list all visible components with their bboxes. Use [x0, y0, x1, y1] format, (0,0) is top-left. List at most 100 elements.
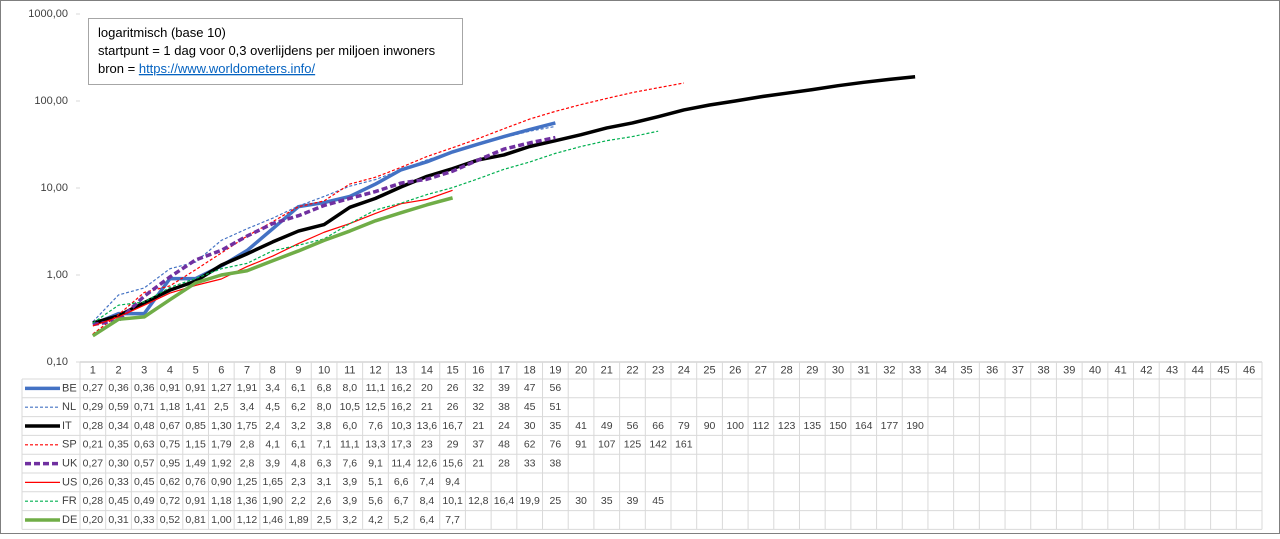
table-value: 10,3	[391, 420, 412, 432]
table-value: 47	[524, 382, 536, 394]
table-value: 9,4	[445, 476, 460, 488]
x-tick-label: 36	[986, 364, 998, 376]
table-value: 0,27	[83, 382, 104, 394]
table-value: 1,41	[185, 401, 206, 413]
x-tick-label: 34	[935, 364, 947, 376]
x-tick-label: 15	[446, 364, 458, 376]
table-value: 0,48	[134, 420, 155, 432]
table-value: 9,1	[368, 457, 383, 469]
table-value: 4,5	[265, 401, 280, 413]
table-value: 12,8	[468, 495, 489, 507]
y-tick-label: 0,10	[47, 356, 68, 368]
x-tick-label: 22	[626, 364, 638, 376]
table-value: 26	[447, 401, 459, 413]
x-tick-label: 4	[167, 364, 173, 376]
table-value: 7,4	[420, 476, 435, 488]
table-value: 5,2	[394, 514, 409, 526]
table-value: 112	[753, 420, 770, 432]
table-value: 13,6	[417, 420, 438, 432]
table-value: 12,5	[365, 401, 386, 413]
x-tick-label: 14	[421, 364, 433, 376]
x-tick-label: 6	[218, 364, 224, 376]
table-value: 0,28	[83, 420, 104, 432]
table-value: 0,91	[185, 495, 206, 507]
x-tick-label: 30	[832, 364, 844, 376]
table-value: 5,6	[368, 495, 383, 507]
x-tick-label: 44	[1192, 364, 1204, 376]
table-value: 0,91	[185, 382, 206, 394]
table-value: 6,8	[317, 382, 332, 394]
table-value: 4,2	[368, 514, 383, 526]
x-tick-label: 12	[369, 364, 381, 376]
x-tick-label: 29	[806, 364, 818, 376]
annotation-line: bron = https://www.worldometers.info/	[98, 61, 316, 76]
table-value: 1,30	[211, 420, 232, 432]
table-value: 7,1	[317, 439, 332, 451]
table-value: 190	[906, 420, 924, 432]
table-value: 21	[472, 457, 484, 469]
table-value: 3,8	[317, 420, 332, 432]
x-tick-label: 24	[678, 364, 690, 376]
table-value: 76	[550, 439, 562, 451]
table-value: 2,3	[291, 476, 306, 488]
x-tick-label: 8	[270, 364, 276, 376]
table-value: 1,49	[185, 457, 206, 469]
table-value: 0,52	[160, 514, 181, 526]
table-value: 1,12	[237, 514, 258, 526]
table-value: 26	[447, 382, 459, 394]
table-value: 0,49	[134, 495, 155, 507]
table-value: 62	[524, 439, 536, 451]
table-value: 45	[524, 401, 536, 413]
table-value: 49	[601, 420, 613, 432]
table-value: 41	[575, 420, 587, 432]
table-value: 0,35	[108, 439, 129, 451]
table-value: 0,67	[160, 420, 181, 432]
x-tick-label: 33	[909, 364, 921, 376]
table-value: 0,31	[108, 514, 129, 526]
table-value: 25	[550, 495, 562, 507]
legend-label: FR	[62, 495, 77, 507]
table-value: 10,5	[340, 401, 361, 413]
table-value: 0,57	[134, 457, 155, 469]
x-tick-label: 23	[652, 364, 664, 376]
table-value: 16,2	[391, 382, 412, 394]
x-tick-label: 2	[115, 364, 121, 376]
table-value: 0,71	[134, 401, 155, 413]
source-link[interactable]: https://www.worldometers.info/	[139, 61, 316, 76]
annotation-line: startpunt = 1 dag voor 0,3 overlijdens p…	[98, 43, 436, 58]
table-value: 39	[498, 382, 510, 394]
table-value: 0,45	[108, 495, 129, 507]
table-value: 23	[421, 439, 433, 451]
table-value: 1,90	[262, 495, 283, 507]
table-value: 2,6	[317, 495, 332, 507]
x-tick-label: 10	[318, 364, 330, 376]
table-value: 30	[524, 420, 536, 432]
x-tick-label: 42	[1140, 364, 1152, 376]
table-value: 6,1	[291, 439, 306, 451]
table-value: 100	[726, 420, 744, 432]
table-value: 16,2	[391, 401, 412, 413]
table-value: 177	[881, 420, 899, 432]
table-value: 15,6	[442, 457, 463, 469]
table-value: 0,81	[185, 514, 206, 526]
table-value: 1,79	[211, 439, 232, 451]
table-value: 3,4	[265, 382, 280, 394]
table-value: 161	[675, 439, 693, 451]
table-value: 21	[472, 420, 484, 432]
table-value: 6,4	[420, 514, 435, 526]
table-value: 150	[829, 420, 847, 432]
table-value: 20	[421, 382, 433, 394]
table-value: 1,25	[237, 476, 258, 488]
table-value: 10,1	[442, 495, 463, 507]
series-line	[92, 130, 659, 324]
table-value: 30	[575, 495, 587, 507]
table-value: 24	[498, 420, 510, 432]
legend-label: UK	[62, 458, 78, 470]
table-value: 1,46	[262, 514, 283, 526]
x-tick-label: 7	[244, 364, 250, 376]
table-value: 39	[627, 495, 639, 507]
table-value: 6,1	[291, 382, 306, 394]
table-value: 0,95	[160, 457, 181, 469]
